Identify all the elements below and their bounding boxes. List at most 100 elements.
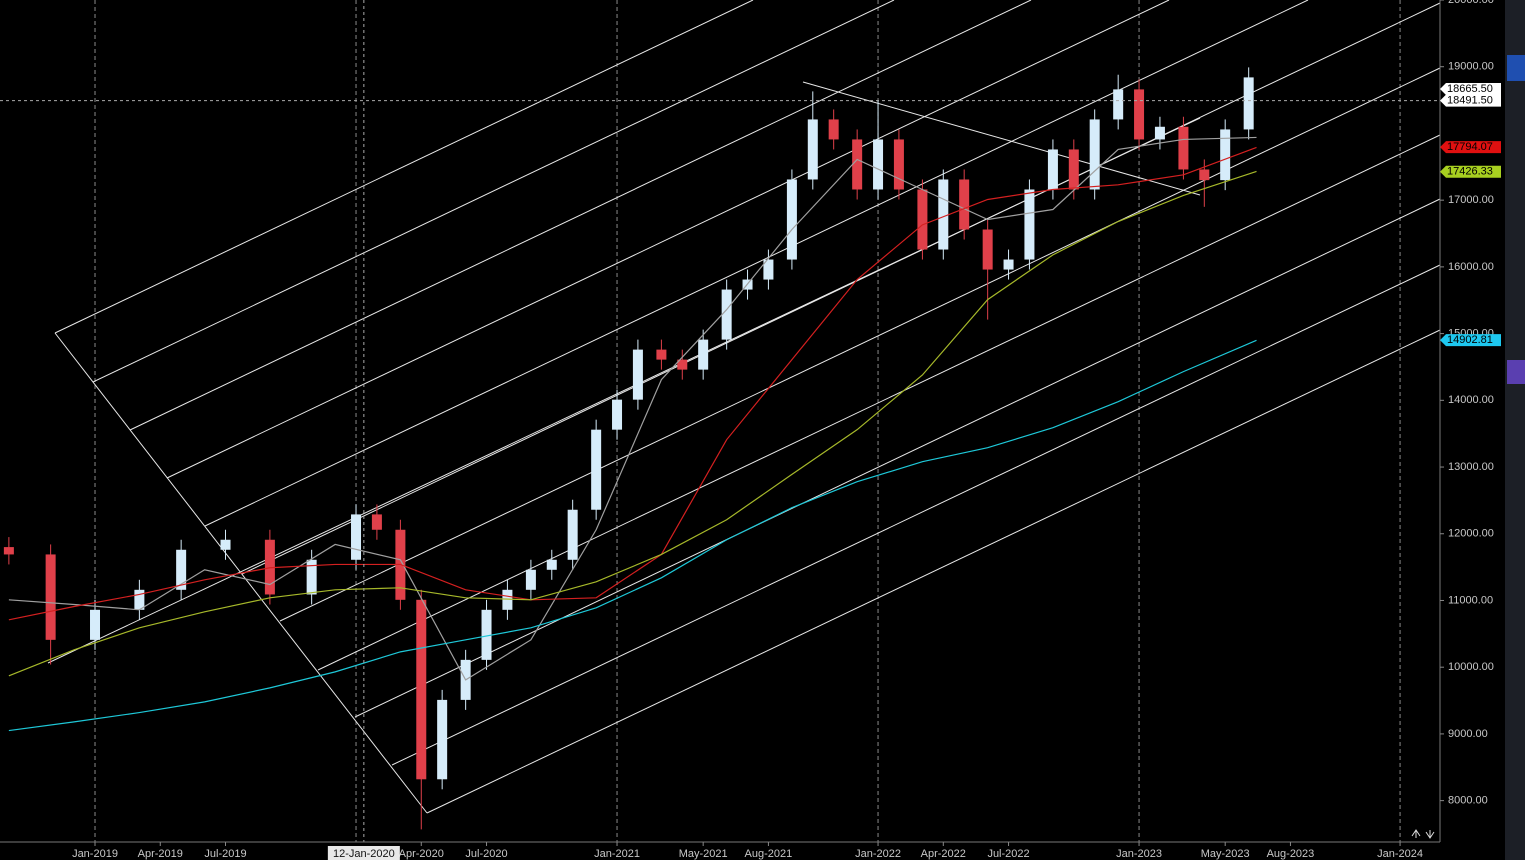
y-tick-label: 14000.00 [1448, 394, 1494, 406]
trend-line [802, 81, 1201, 196]
price-tag [1440, 94, 1501, 107]
crosshair-label: 12-Jan-2020 [333, 848, 395, 860]
candle-body [3, 547, 14, 555]
x-tick-label: Apr-2020 [399, 848, 444, 860]
candle-body [1220, 129, 1231, 181]
candle-body [437, 699, 448, 780]
candle-body [1243, 77, 1254, 130]
channel-line [279, 67, 1441, 622]
x-tick-label: May-2023 [1201, 848, 1250, 860]
y-tick-label: 8000.00 [1448, 795, 1488, 807]
x-tick-label: May-2021 [679, 848, 728, 860]
channel-line [166, 0, 1170, 479]
candle-body [264, 539, 275, 595]
channel-line [129, 0, 1032, 431]
candle-body [351, 514, 362, 560]
trend-line [47, 117, 1201, 664]
x-tick-label: Jan-2021 [594, 848, 640, 860]
candle-body [1113, 89, 1124, 120]
candle-body [1047, 149, 1058, 190]
y-tick-label: 17000.00 [1448, 194, 1494, 206]
price-tag-label: 18665.50 [1447, 83, 1493, 95]
x-tick-label: Jul-2022 [987, 848, 1029, 860]
candle-body [677, 359, 688, 370]
channel-line [426, 329, 1441, 814]
sidebar [1411, 0, 1525, 860]
candle-body [1003, 259, 1014, 270]
x-tick-label: Jan-2023 [1116, 848, 1162, 860]
crosshair-label-box [327, 846, 400, 860]
moving-average [8, 146, 1257, 621]
candle-body [371, 514, 382, 530]
candle-body [1134, 89, 1145, 140]
scroll-arrows[interactable] [1411, 829, 1435, 839]
y-tick-label: 19000.00 [1448, 61, 1494, 73]
toolbar-button[interactable] [1507, 360, 1525, 384]
moving-average [8, 136, 1257, 681]
channel-line [54, 0, 754, 334]
candle-body [481, 609, 492, 660]
x-tick-label: Jan-2022 [855, 848, 901, 860]
channel-line [241, 2, 1441, 575]
candle-body [917, 189, 928, 250]
price-tag [1440, 334, 1501, 347]
candle-body [852, 139, 863, 190]
x-tick-label: Aug-2023 [1267, 848, 1315, 860]
y-tick-label: 16000.00 [1448, 261, 1494, 273]
price-tag-label: 18491.50 [1447, 95, 1493, 107]
candle-body [1178, 126, 1189, 170]
channel-line [317, 134, 1441, 671]
candle-body [90, 609, 101, 640]
y-tick-label: 12000.00 [1448, 528, 1494, 540]
candle-body [591, 429, 602, 510]
x-tick-label: Jan-2024 [1377, 848, 1423, 860]
price-tag-label: 14902.81 [1447, 334, 1493, 346]
candle-body [546, 559, 557, 570]
x-tick-label: Jan-2019 [72, 848, 118, 860]
y-tick-label: 20000.00 [1448, 0, 1494, 6]
candle-body [786, 179, 797, 260]
x-tick-label: Aug-2021 [745, 848, 793, 860]
candle-body [721, 289, 732, 340]
candle-body [893, 139, 904, 190]
channel-line [92, 0, 895, 383]
toolbar [1505, 0, 1525, 860]
candle-body [306, 559, 317, 595]
y-tick-label: 13000.00 [1448, 461, 1494, 473]
price-tag [1440, 141, 1501, 154]
moving-average [8, 339, 1257, 732]
y-tick-label: 11000.00 [1448, 594, 1493, 606]
candle-body [828, 119, 839, 140]
x-tick-label: Apr-2019 [138, 848, 183, 860]
candle-body [982, 229, 993, 270]
candle-body [416, 599, 427, 780]
candle-body [807, 119, 818, 180]
moving-average [8, 170, 1257, 677]
candle-body [763, 259, 774, 280]
channel-line [391, 264, 1441, 766]
candle-body [567, 509, 578, 560]
plot [0, 0, 1440, 842]
candle-body [1154, 126, 1165, 140]
candle-body [134, 589, 145, 610]
candle-body [1199, 169, 1210, 181]
candle-body [1089, 119, 1100, 190]
x-tick-label: Jul-2019 [204, 848, 246, 860]
y-tick-label: 10000.00 [1448, 661, 1494, 673]
y-tick-label: 9000.00 [1448, 728, 1488, 740]
channel-line [204, 0, 1309, 527]
candle-body [45, 554, 56, 640]
candle-body [612, 399, 623, 430]
candle-body [1024, 189, 1035, 260]
price-tag-label: 17794.07 [1447, 141, 1493, 153]
candle-body [698, 339, 709, 370]
candle-body [938, 179, 949, 250]
toolbar-button[interactable] [1507, 55, 1525, 81]
candle-body [220, 539, 231, 550]
price-tag-label: 17426.33 [1447, 166, 1493, 178]
x-tick-label: Apr-2022 [921, 848, 966, 860]
candle-body [873, 139, 884, 190]
candle-body [525, 569, 536, 590]
